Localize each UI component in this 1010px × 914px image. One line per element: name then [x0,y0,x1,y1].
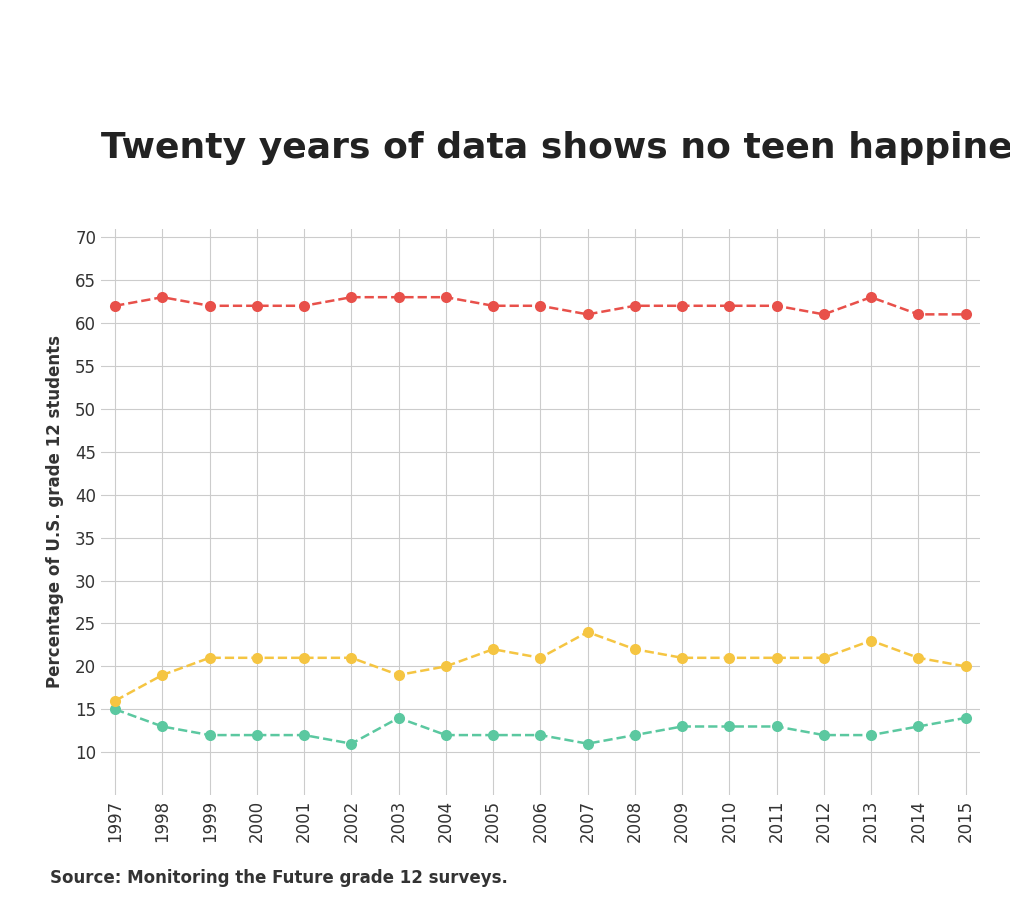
NOT HAPPY [345,739,358,749]
PRETTY HAPPY [912,309,924,320]
NOT HAPPY [629,729,641,740]
VERY HAPPY [345,653,358,664]
Line: PRETTY HAPPY: PRETTY HAPPY [110,292,971,320]
PRETTY HAPPY [487,301,499,312]
VERY HAPPY [960,661,972,672]
NOT HAPPY [250,729,263,740]
NOT HAPPY [912,721,924,732]
NOT HAPPY [204,729,216,740]
PRETTY HAPPY [250,301,263,312]
PRETTY HAPPY [771,301,783,312]
VERY HAPPY [487,643,499,654]
PRETTY HAPPY [582,309,594,320]
PRETTY HAPPY [818,309,830,320]
Text: Twenty years of data shows no teen happiness crisis: Twenty years of data shows no teen happi… [101,131,1010,165]
VERY HAPPY [629,643,641,654]
NOT HAPPY [960,712,972,723]
NOT HAPPY [157,721,169,732]
PRETTY HAPPY [298,301,310,312]
VERY HAPPY [250,653,263,664]
VERY HAPPY [582,627,594,638]
VERY HAPPY [818,653,830,664]
PRETTY HAPPY [204,301,216,312]
VERY HAPPY [157,669,169,680]
Y-axis label: Percentage of U.S. grade 12 students: Percentage of U.S. grade 12 students [45,335,64,688]
PRETTY HAPPY [629,301,641,312]
PRETTY HAPPY [157,292,169,303]
VERY HAPPY [865,635,877,646]
NOT HAPPY [818,729,830,740]
PRETTY HAPPY [723,301,735,312]
PRETTY HAPPY [534,301,546,312]
NOT HAPPY [865,729,877,740]
NOT HAPPY [723,721,735,732]
VERY HAPPY [439,661,451,672]
NOT HAPPY [676,721,688,732]
PRETTY HAPPY [439,292,451,303]
VERY HAPPY [298,653,310,664]
PRETTY HAPPY [345,292,358,303]
NOT HAPPY [582,739,594,749]
VERY HAPPY [912,653,924,664]
Text: Source: Monitoring the Future grade 12 surveys.: Source: Monitoring the Future grade 12 s… [50,868,508,887]
NOT HAPPY [487,729,499,740]
PRETTY HAPPY [865,292,877,303]
NOT HAPPY [534,729,546,740]
NOT HAPPY [109,704,121,715]
PRETTY HAPPY [960,309,972,320]
PRETTY HAPPY [676,301,688,312]
VERY HAPPY [771,653,783,664]
PRETTY HAPPY [109,301,121,312]
NOT HAPPY [771,721,783,732]
VERY HAPPY [393,669,405,680]
NOT HAPPY [439,729,451,740]
VERY HAPPY [723,653,735,664]
Line: VERY HAPPY: VERY HAPPY [110,626,971,707]
NOT HAPPY [393,712,405,723]
VERY HAPPY [204,653,216,664]
VERY HAPPY [534,653,546,664]
NOT HAPPY [298,729,310,740]
VERY HAPPY [676,653,688,664]
PRETTY HAPPY [393,292,405,303]
VERY HAPPY [109,696,121,707]
Line: NOT HAPPY: NOT HAPPY [110,704,971,749]
